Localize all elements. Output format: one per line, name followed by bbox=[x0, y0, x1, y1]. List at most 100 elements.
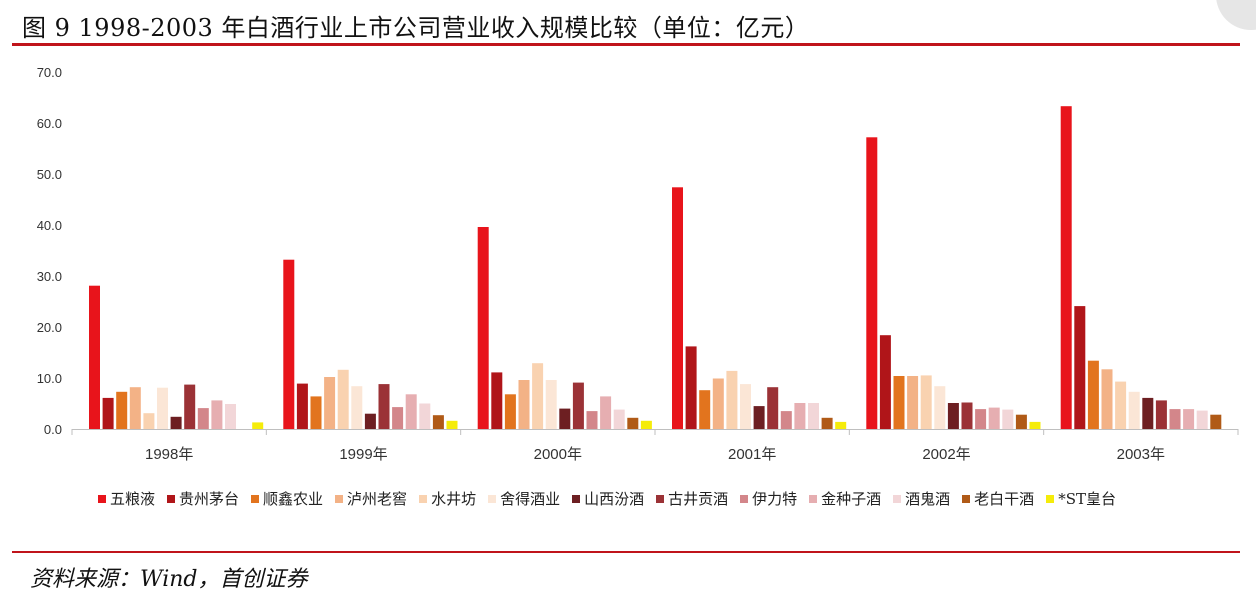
bar bbox=[975, 409, 987, 429]
bar bbox=[252, 422, 264, 429]
bar bbox=[405, 394, 417, 429]
bar bbox=[640, 420, 652, 429]
legend-item: 泸州老窖 bbox=[335, 488, 407, 509]
x-tick-label: 2002年 bbox=[922, 446, 970, 463]
legend-label: 水井坊 bbox=[431, 490, 477, 508]
bar bbox=[89, 285, 100, 429]
bar bbox=[1210, 414, 1222, 429]
legend-item: 酒鬼酒 bbox=[893, 488, 950, 509]
bar bbox=[184, 384, 196, 429]
bar bbox=[1169, 409, 1181, 429]
legend-label: 泸州老窖 bbox=[347, 490, 408, 508]
bar bbox=[672, 187, 683, 429]
bar bbox=[821, 417, 833, 429]
bar bbox=[364, 413, 376, 429]
y-tick-label: 60.0 bbox=[37, 116, 62, 131]
bar bbox=[1155, 400, 1167, 429]
bar bbox=[296, 383, 308, 429]
legend-swatch bbox=[419, 494, 428, 503]
legend-item: 伊力特 bbox=[740, 488, 797, 509]
bar bbox=[961, 402, 973, 429]
bar bbox=[116, 391, 128, 429]
bar bbox=[1142, 397, 1154, 429]
bar bbox=[767, 387, 779, 429]
bar bbox=[685, 346, 697, 429]
page-corner-decoration bbox=[1216, 0, 1256, 30]
bar bbox=[893, 376, 905, 429]
legend-label: 顺鑫农业 bbox=[263, 490, 324, 508]
bar bbox=[129, 387, 141, 429]
bar bbox=[1115, 381, 1127, 429]
bar bbox=[947, 403, 959, 429]
legend-swatch bbox=[1046, 494, 1055, 503]
bar bbox=[1029, 421, 1041, 429]
legend-label: 贵州茅台 bbox=[179, 490, 240, 508]
legend-swatch bbox=[893, 494, 902, 503]
bar bbox=[545, 380, 557, 429]
bar bbox=[351, 386, 363, 429]
legend-swatch bbox=[167, 494, 176, 503]
bar bbox=[225, 404, 236, 429]
legend-item: 五粮液 bbox=[98, 488, 155, 509]
bar bbox=[808, 403, 819, 429]
chart-legend: 五粮液 贵州茅台 顺鑫农业 泸州老窖 水井坊 舍得酒业 山西汾酒 古井贡酒 伊力特 金种子酒 酒鬼酒… bbox=[98, 488, 1116, 509]
legend-label: 舍得酒业 bbox=[500, 490, 561, 508]
y-tick-label: 50.0 bbox=[37, 167, 62, 182]
legend-label: 伊力特 bbox=[752, 490, 798, 508]
bar bbox=[378, 384, 390, 429]
bar bbox=[600, 396, 612, 429]
legend-item: *ST皇台 bbox=[1046, 488, 1116, 509]
title-rule bbox=[12, 43, 1240, 46]
bar bbox=[432, 415, 444, 429]
legend-item: 金种子酒 bbox=[809, 488, 881, 509]
bar bbox=[504, 394, 516, 429]
bar bbox=[477, 227, 489, 429]
source-rule bbox=[12, 551, 1240, 553]
bar bbox=[794, 403, 806, 429]
legend-label: 古井贡酒 bbox=[668, 490, 729, 508]
bar bbox=[1183, 409, 1195, 429]
bar bbox=[1087, 360, 1099, 429]
bar bbox=[879, 335, 891, 429]
legend-item: 顺鑫农业 bbox=[251, 488, 323, 509]
legend-label: 五粮液 bbox=[110, 490, 156, 508]
bar bbox=[920, 375, 932, 429]
bar bbox=[518, 380, 530, 429]
x-tick-label: 1998年 bbox=[145, 446, 193, 463]
bar bbox=[446, 420, 458, 429]
bar bbox=[726, 370, 738, 429]
bar bbox=[712, 378, 724, 429]
legend-swatch bbox=[962, 494, 971, 503]
bar bbox=[907, 376, 919, 429]
legend-item: 老白干酒 bbox=[962, 488, 1034, 509]
x-tick-label: 1999年 bbox=[339, 446, 387, 463]
bar-chart: 0.0 10.0 20.0 30.0 40.0 50.0 60.0 70.0 1998年 1999… bbox=[37, 65, 1239, 463]
bar bbox=[753, 406, 765, 429]
bar bbox=[740, 384, 751, 429]
legend-swatch bbox=[251, 494, 260, 503]
bar bbox=[866, 137, 878, 430]
source-note: 资料来源：Wind，首创证券 bbox=[30, 567, 308, 592]
bar bbox=[835, 421, 847, 429]
legend-item: 水井坊 bbox=[419, 488, 476, 509]
legend-item: 舍得酒业 bbox=[488, 488, 560, 509]
x-tick-label: 2001年 bbox=[728, 446, 776, 463]
bar bbox=[1101, 369, 1113, 429]
legend-label: 酒鬼酒 bbox=[905, 490, 951, 508]
bar bbox=[283, 259, 295, 429]
bar bbox=[337, 369, 349, 429]
y-tick-label: 10.0 bbox=[37, 371, 62, 386]
legend-swatch bbox=[809, 494, 818, 503]
legend-swatch bbox=[488, 494, 497, 503]
bar bbox=[1015, 414, 1027, 429]
bar bbox=[211, 400, 223, 429]
legend-item: 古井贡酒 bbox=[656, 488, 728, 509]
y-tick-label: 0.0 bbox=[44, 422, 62, 437]
bar bbox=[532, 363, 544, 429]
page-title: 图 9 1998-2003 年白酒行业上市公司营业收入规模比较（单位：亿元） bbox=[22, 14, 810, 42]
y-tick-label: 20.0 bbox=[37, 320, 62, 335]
y-tick-label: 40.0 bbox=[37, 218, 62, 233]
bar bbox=[1060, 106, 1072, 429]
bar bbox=[419, 403, 431, 429]
y-tick-label: 30.0 bbox=[37, 269, 62, 284]
